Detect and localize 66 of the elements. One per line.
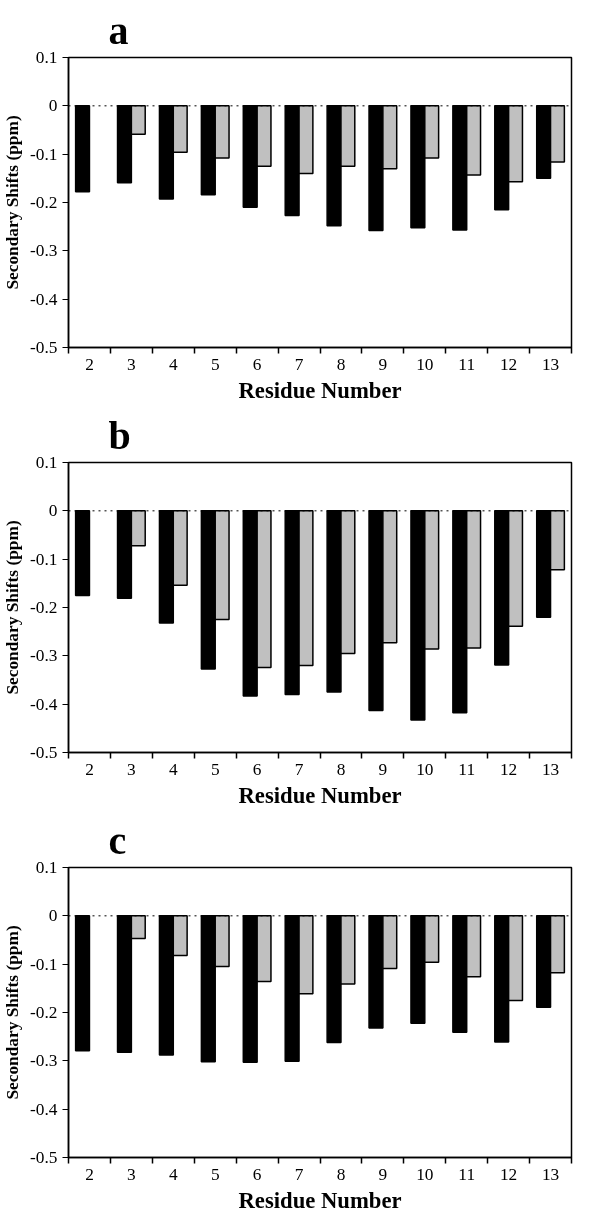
x-tick-label: 8: [336, 1164, 346, 1184]
x-tick-label: 4: [168, 1164, 178, 1184]
x-tick-label: 3: [127, 759, 136, 779]
x-tick-label: 6: [252, 354, 262, 374]
y-axis-title: Secondary Shifts (ppm): [3, 925, 23, 1100]
y-tick-label: -0.4: [30, 694, 58, 714]
x-tick-label: 5: [210, 1164, 220, 1184]
x-tick-label: 9: [378, 759, 388, 779]
x-tick-label: 6: [252, 1164, 262, 1184]
y-tick-label: 0: [48, 501, 58, 521]
y-tick-label: -0.3: [30, 1051, 58, 1071]
x-tick-label: 12: [499, 1164, 518, 1184]
x-tick-label: 2: [85, 759, 94, 779]
x-tick-label: 13: [541, 354, 560, 374]
y-tick-label: -0.2: [30, 193, 58, 212]
x-tick-label: 13: [541, 1164, 560, 1184]
x-tick-label: 2: [85, 1164, 94, 1184]
y-tick-label: 0.1: [35, 858, 58, 877]
y-tick-label: -0.4: [30, 1099, 58, 1119]
chart-title: a: [108, 7, 129, 53]
x-tick-label: 12: [499, 354, 518, 374]
x-tick-label: 3: [127, 354, 136, 374]
y-tick-label: -0.5: [30, 743, 58, 762]
x-tick-label: 11: [458, 759, 476, 779]
y-tick-label: -0.2: [30, 1003, 58, 1022]
y-tick-label: 0: [48, 96, 58, 116]
y-axis-title: Secondary Shifts (ppm): [3, 115, 23, 290]
x-axis-title: Residue Number: [238, 377, 402, 403]
x-tick-label: 2: [85, 354, 94, 374]
x-tick-label: 8: [336, 759, 346, 779]
y-tick-label: -0.5: [30, 338, 58, 357]
x-tick-label: 7: [294, 354, 304, 374]
x-tick-label: 12: [499, 759, 518, 779]
y-tick-label: -0.1: [30, 144, 58, 164]
chart-title: b: [108, 412, 131, 458]
x-tick-label: 13: [541, 759, 560, 779]
y-tick-label: -0.3: [30, 646, 58, 666]
x-tick-label: 6: [252, 759, 262, 779]
x-tick-label: 4: [168, 759, 178, 779]
x-axis-title: Residue Number: [238, 1187, 402, 1213]
x-tick-label: 11: [458, 354, 476, 374]
y-tick-label: -0.3: [30, 241, 58, 261]
y-tick-label: 0.1: [35, 48, 58, 67]
y-tick-label: 0.1: [35, 453, 58, 472]
y-tick-label: -0.5: [30, 1148, 58, 1167]
x-tick-label: 9: [378, 1164, 388, 1184]
x-tick-label: 5: [210, 354, 220, 374]
x-tick-label: 7: [294, 1164, 304, 1184]
y-tick-label: -0.1: [30, 549, 58, 569]
x-tick-label: 4: [168, 354, 178, 374]
x-tick-label: 5: [210, 759, 220, 779]
y-tick-label: -0.2: [30, 598, 58, 617]
chart-title: c: [108, 817, 127, 863]
x-axis-title: Residue Number: [238, 782, 402, 808]
x-tick-label: 7: [294, 759, 304, 779]
x-tick-label: 10: [416, 1164, 434, 1184]
y-tick-label: -0.4: [30, 289, 58, 309]
x-tick-label: 10: [416, 759, 434, 779]
x-tick-label: 9: [378, 354, 388, 374]
y-axis-title: Secondary Shifts (ppm): [3, 520, 23, 695]
y-tick-label: -0.1: [30, 954, 58, 974]
x-tick-label: 10: [416, 354, 434, 374]
x-tick-label: 11: [458, 1164, 476, 1184]
x-tick-label: 8: [336, 354, 346, 374]
x-tick-label: 3: [127, 1164, 136, 1184]
y-tick-label: 0: [48, 906, 58, 926]
